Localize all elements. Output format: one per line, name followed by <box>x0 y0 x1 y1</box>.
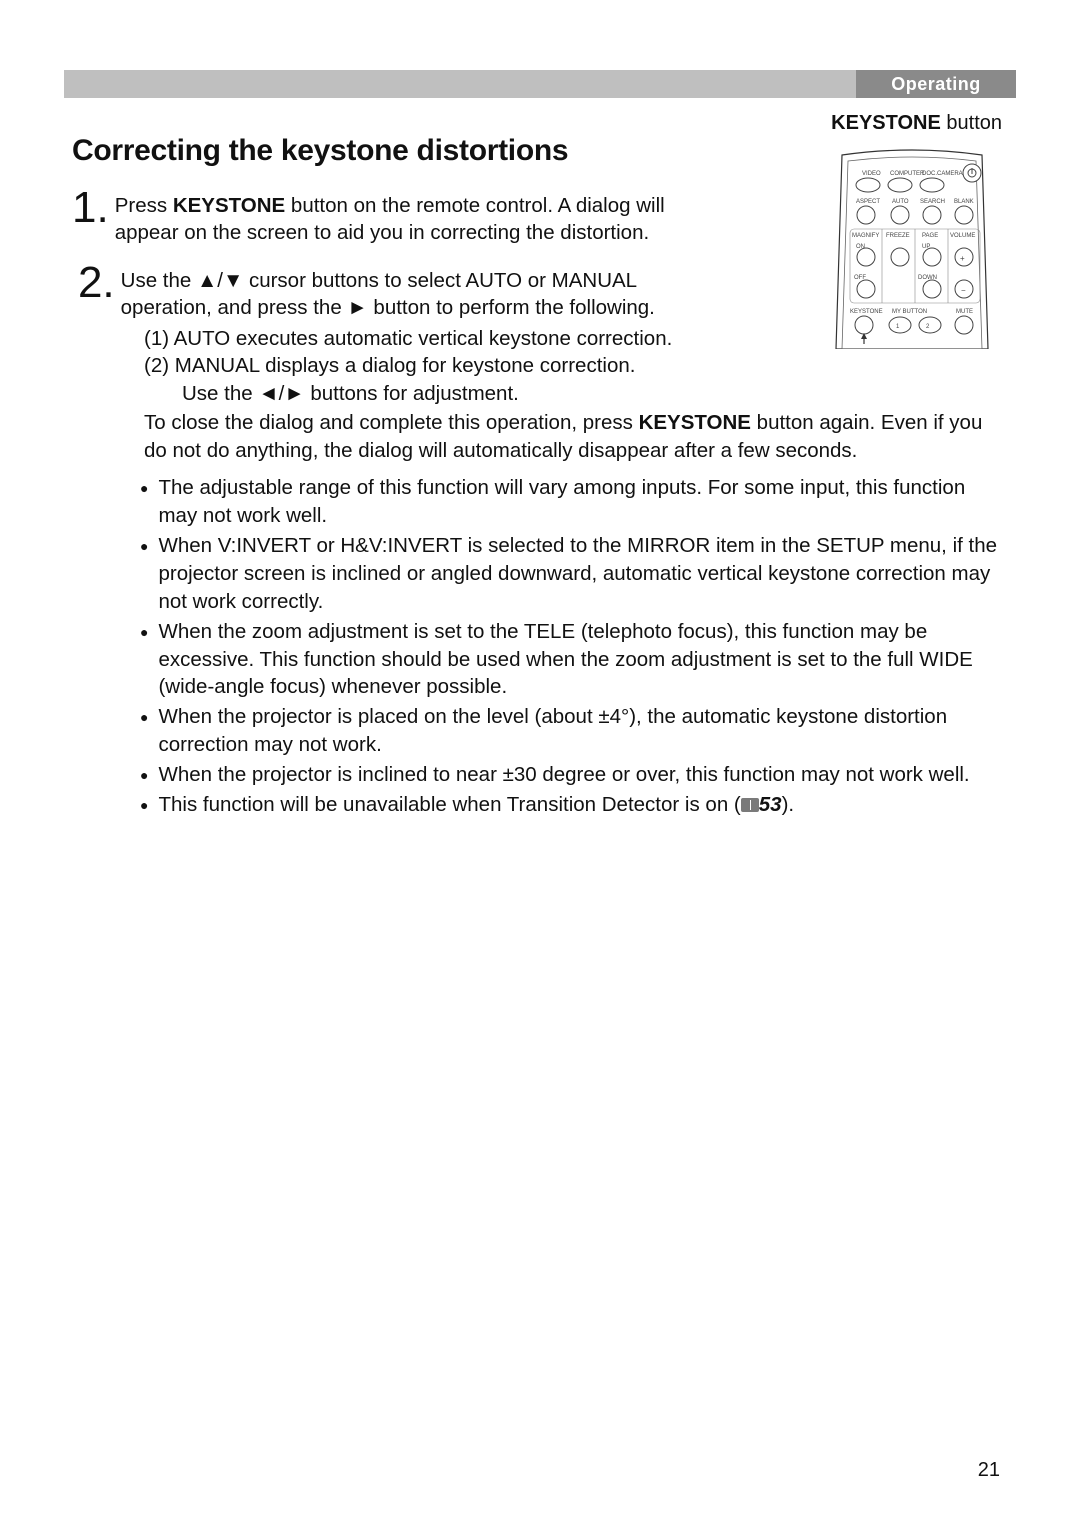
svg-text:VOLUME: VOLUME <box>950 233 975 239</box>
step-1-number: 1. <box>72 186 111 230</box>
step-2: 2. Use the ▲/▼ cursor buttons to select … <box>72 261 702 322</box>
svg-text:COMPUTER: COMPUTER <box>890 171 925 177</box>
svg-text:KEYSTONE: KEYSTONE <box>850 309 883 315</box>
svg-text:ASPECT: ASPECT <box>856 199 880 205</box>
section-header-bar: Operating <box>64 70 1016 98</box>
bullet-2: When V:INVERT or H&V:INVERT is selected … <box>140 532 1008 616</box>
svg-text:DOC.CAMERA: DOC.CAMERA <box>922 171 963 177</box>
svg-text:FREEZE: FREEZE <box>886 233 910 239</box>
bullet-4: When the projector is placed on the leve… <box>140 703 1008 759</box>
text: When the projector is inclined to near ±… <box>158 761 1008 789</box>
svg-text:VIDEO: VIDEO <box>862 171 881 177</box>
remote-caption: KEYSTONE button <box>802 112 1002 135</box>
text: When V:INVERT or H&V:INVERT is selected … <box>158 532 1008 616</box>
text-bold: KEYSTONE <box>173 194 285 217</box>
text: The adjustable range of this function wi… <box>158 474 1008 530</box>
text: Press <box>115 194 173 217</box>
step-2-closing: To close the dialog and complete this op… <box>144 409 1008 464</box>
text: Use the ▲/▼ cursor buttons to select AUT… <box>121 269 655 319</box>
bullet-1: The adjustable range of this function wi… <box>140 474 1008 530</box>
text: button <box>941 112 1002 134</box>
page-number: 21 <box>978 1459 1000 1482</box>
book-reference-icon <box>741 798 759 812</box>
svg-text:SEARCH: SEARCH <box>920 199 945 205</box>
text: To close the dialog and complete this op… <box>144 411 639 434</box>
svg-text:MY BUTTON: MY BUTTON <box>892 309 927 315</box>
substep-2-line2: Use the ◄/► buttons for adjustment. <box>144 380 1008 407</box>
step-2-body: Use the ▲/▼ cursor buttons to select AUT… <box>117 261 702 322</box>
svg-text:BLANK: BLANK <box>954 199 974 205</box>
svg-text:MUTE: MUTE <box>956 309 973 315</box>
text: This function will be unavailable when T… <box>158 791 1008 819</box>
remote-illustration-column: KEYSTONE button VIDEO COMPUTER DOC.CAMER… <box>802 112 1002 349</box>
substep-2: (2) MANUAL displays a dialog for keyston… <box>144 352 1008 379</box>
remote-control-diagram: VIDEO COMPUTER DOC.CAMERA ASPECT AUTO SE… <box>822 149 1002 349</box>
text: ). <box>782 793 795 816</box>
svg-text:PAGE: PAGE <box>922 233 938 239</box>
text-bold: KEYSTONE <box>639 411 751 434</box>
text: This function will be unavailable when T… <box>158 793 740 816</box>
step-1: 1. Press KEYSTONE button on the remote c… <box>72 186 702 247</box>
bullet-6: This function will be unavailable when T… <box>140 791 1008 819</box>
bullet-5: When the projector is inclined to near ±… <box>140 761 1008 789</box>
svg-text:AUTO: AUTO <box>892 199 909 205</box>
section-name: Operating <box>856 70 1016 98</box>
svg-text:+: + <box>960 254 965 263</box>
svg-text:−: − <box>961 286 966 295</box>
svg-text:MAGNIFY: MAGNIFY <box>852 233 879 239</box>
text: When the zoom adjustment is set to the T… <box>158 618 1008 702</box>
text: When the projector is placed on the leve… <box>158 703 1008 759</box>
step-1-body: Press KEYSTONE button on the remote cont… <box>111 186 702 247</box>
step-2-number: 2. <box>72 261 117 305</box>
notes-bullet-list: The adjustable range of this function wi… <box>100 474 1008 819</box>
reference-number: 53 <box>759 793 782 816</box>
bullet-3: When the zoom adjustment is set to the T… <box>140 618 1008 702</box>
page-title: Correcting the keystone distortions <box>72 134 702 168</box>
text-bold: KEYSTONE <box>831 112 941 134</box>
